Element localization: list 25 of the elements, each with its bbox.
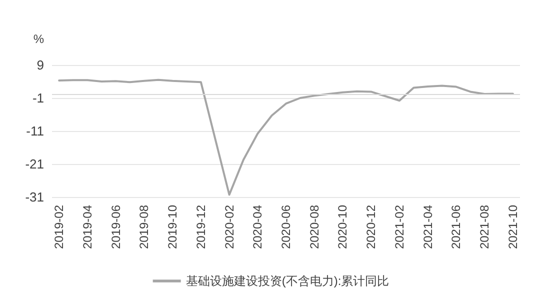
x-tick-label: 2019-04 bbox=[80, 204, 94, 250]
x-tick-label: 2020-12 bbox=[364, 204, 378, 250]
y-tick-label: -31 bbox=[25, 190, 44, 204]
y-tick-label: -21 bbox=[25, 156, 44, 172]
y-tick-label: 9 bbox=[36, 58, 44, 72]
y-tick-label: -1 bbox=[32, 90, 44, 106]
line-series bbox=[58, 78, 514, 196]
x-tick-label: 2020-02 bbox=[222, 204, 236, 250]
y-tick-label: -11 bbox=[26, 124, 44, 138]
x-tick-label: 2019-02 bbox=[52, 204, 66, 250]
y-axis-title: % bbox=[33, 32, 44, 46]
x-tick-label: 2021-08 bbox=[478, 204, 492, 250]
legend-label: 基础设施建设投资(不含电力):累计同比 bbox=[186, 274, 390, 288]
x-tick-label: 2020-04 bbox=[250, 204, 265, 250]
x-tick-label: 2019-08 bbox=[137, 204, 152, 250]
x-tick-label: 2019-06 bbox=[108, 204, 123, 250]
x-tick-label: 2021-02 bbox=[392, 204, 406, 250]
x-tick-label: 2021-10 bbox=[506, 204, 520, 250]
x-tick-label: 2021-06 bbox=[449, 204, 464, 250]
x-tick-label: 2019-10 bbox=[166, 204, 180, 250]
x-tick-label: 2020-06 bbox=[279, 204, 293, 250]
x-tick-label: 2020-08 bbox=[307, 204, 322, 250]
x-tick-label: 2019-12 bbox=[194, 204, 208, 250]
x-tick-label: 2020-10 bbox=[336, 204, 350, 250]
x-tick-label: 2021-04 bbox=[420, 204, 435, 250]
